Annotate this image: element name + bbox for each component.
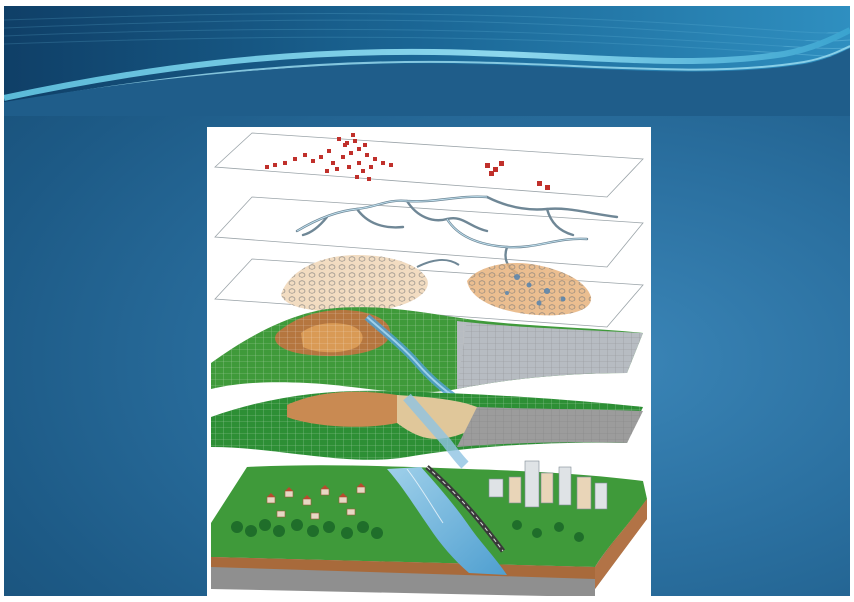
parcels-layer xyxy=(214,255,644,328)
slide xyxy=(4,6,850,596)
elevation-layer xyxy=(211,307,643,402)
gis-layers-illustration xyxy=(211,132,647,596)
points-layer xyxy=(214,132,644,198)
wave-header-decoration xyxy=(4,6,850,116)
roads-layer xyxy=(214,195,644,275)
landuse-layer xyxy=(211,390,643,469)
gis-layers-figure xyxy=(207,127,651,596)
terrain-block xyxy=(211,460,647,596)
